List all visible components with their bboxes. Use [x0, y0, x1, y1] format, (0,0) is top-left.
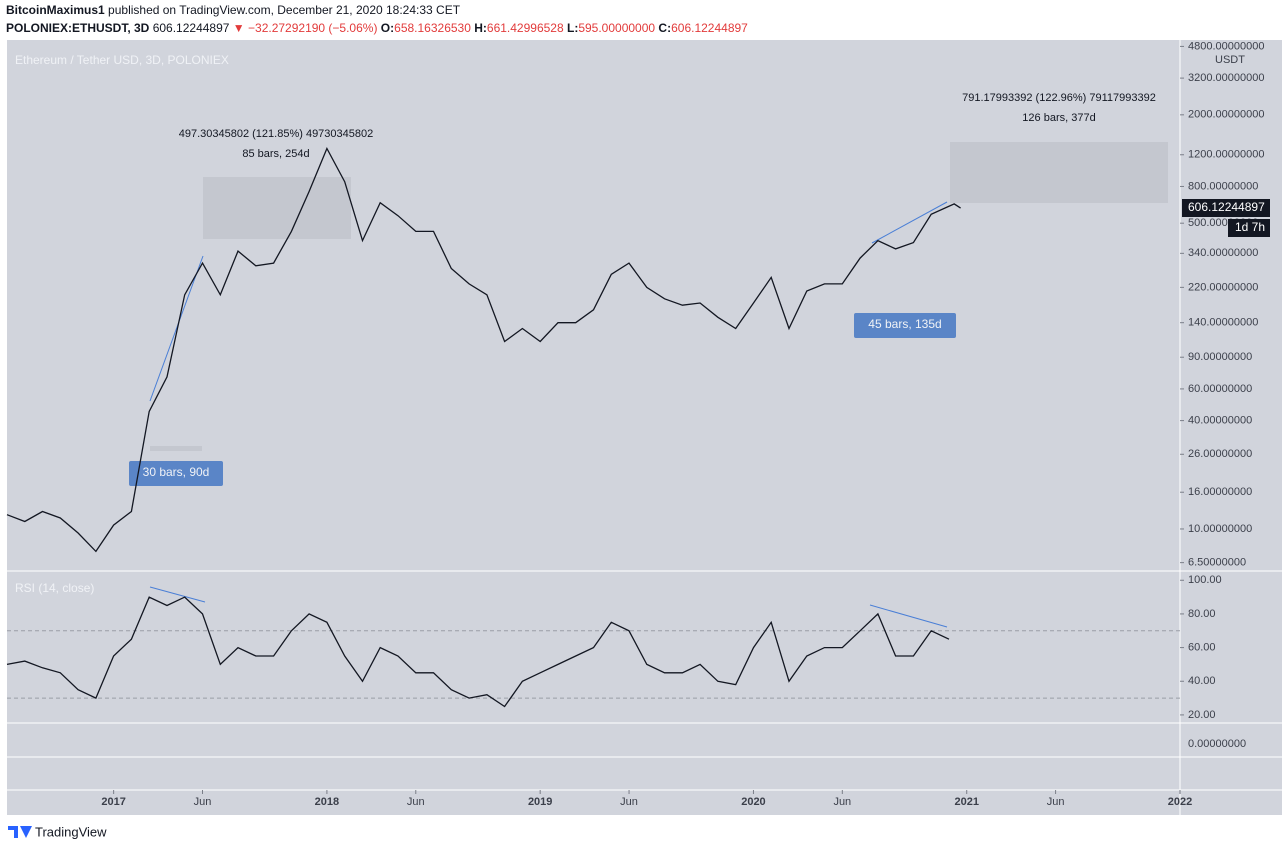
trend-line [869, 604, 948, 628]
measure-box [203, 177, 351, 239]
trend-line [149, 255, 204, 402]
x-tick-label: Jun [833, 796, 851, 808]
y-tick-label: 800.00000000 [1188, 180, 1258, 192]
logo-icon [8, 826, 32, 838]
trend-line [871, 201, 948, 244]
y-tick-label: 16.00000000 [1188, 486, 1252, 498]
last: 606.12244897 [153, 21, 230, 35]
change: ▼ −32.27292190 (−5.06%) [233, 21, 378, 35]
measure-box [150, 446, 202, 451]
y-tick-label: 60.00 [1188, 641, 1216, 653]
chart-title: Ethereum / Tether USD, 3D, POLONIEX [15, 53, 229, 67]
y-tick-label: 90.00000000 [1188, 351, 1252, 363]
annotation: 45 bars, 135d [868, 317, 941, 331]
annotation: 497.30345802 (121.85%) 49730345802 [179, 128, 374, 140]
price-label: 606.12244897 [1188, 200, 1265, 214]
x-tick-label: 2021 [954, 796, 978, 808]
y-tick-label: 10.00000000 [1188, 523, 1252, 535]
ohlc-value: 661.42996528 [487, 21, 564, 35]
y-axis-unit: USDT [1215, 54, 1245, 66]
y-tick-label: 140.00000000 [1188, 317, 1258, 329]
label-box [129, 461, 223, 486]
y-tick-label: 40.00 [1188, 675, 1216, 687]
x-tick-label: 2020 [741, 796, 765, 808]
price-label-box [1182, 199, 1270, 217]
x-tick-label: 2022 [1168, 796, 1192, 808]
ohlc-value: 595.00000000 [578, 21, 655, 35]
header-line: BitcoinMaximus1 published on TradingView… [6, 3, 461, 17]
y-tick-label: 220.00000000 [1188, 281, 1258, 293]
y-tick-label: 4800.00000000 [1188, 40, 1264, 52]
x-tick-label: Jun [1047, 796, 1065, 808]
header-line: POLONIEX:ETHUSDT, 3D 606.12244897 ▼ −32.… [6, 21, 748, 35]
y-tick-label: 6.50000000 [1188, 557, 1246, 569]
x-tick-label: 2019 [528, 796, 552, 808]
annotation: 791.17993392 (122.96%) 79117993392 [962, 92, 1156, 104]
ohlc-label: H: [474, 21, 487, 35]
ohlc-label: L: [567, 21, 578, 35]
ohlc-label: O: [381, 21, 394, 35]
x-tick-label: 2018 [315, 796, 339, 808]
y-tick-label: 2000.00000000 [1188, 109, 1264, 121]
brand[interactable]: TradingView [35, 824, 107, 839]
symbol: POLONIEX:ETHUSDT, 3D [6, 21, 150, 35]
plot: 4800.00000000 3200.00000000 2000.00000000 1… [6, 40, 1264, 808]
ohlc-value: 606.12244897 [671, 21, 748, 35]
x-tick-label: Jun [194, 796, 212, 808]
publisher: BitcoinMaximus1 [6, 3, 105, 17]
y-tick-label: 100.00 [1188, 574, 1222, 586]
label-box [854, 313, 956, 338]
y-tick-label: 340.00000000 [1188, 247, 1258, 259]
x-tick-label: Jun [407, 796, 425, 808]
y-tick-label: 3200.00000000 [1188, 72, 1264, 84]
y-tick-label: 60.00000000 [1188, 383, 1252, 395]
y-tick-label: 1200.00000000 [1188, 149, 1264, 161]
y-tick-label: 80.00 [1188, 608, 1216, 620]
series-line [6, 146, 961, 553]
annotation: 85 bars, 254d [242, 148, 309, 160]
annotation: 30 bars, 90d [143, 465, 210, 479]
countdown: 1d 7h [1235, 220, 1265, 234]
x-tick-label: 2017 [101, 796, 125, 808]
published: published on TradingView.com, December 2… [108, 3, 461, 17]
ohlc-value: 658.16326530 [394, 21, 471, 35]
y-tick-label: 20.00 [1188, 709, 1216, 721]
y-tick-label: 26.00000000 [1188, 448, 1252, 460]
countdown-box [1228, 219, 1270, 237]
chart-title: RSI (14, close) [15, 581, 94, 595]
annotation: 126 bars, 377d [1022, 112, 1095, 124]
x-tick-label: Jun [620, 796, 638, 808]
y-tick-label: 40.00000000 [1188, 415, 1252, 427]
ohlc-label: C: [658, 21, 671, 35]
trend-line [149, 586, 206, 603]
y-tick-label: 0.00000000 [1188, 738, 1246, 750]
measure-box [950, 142, 1168, 203]
series-line [6, 596, 950, 708]
